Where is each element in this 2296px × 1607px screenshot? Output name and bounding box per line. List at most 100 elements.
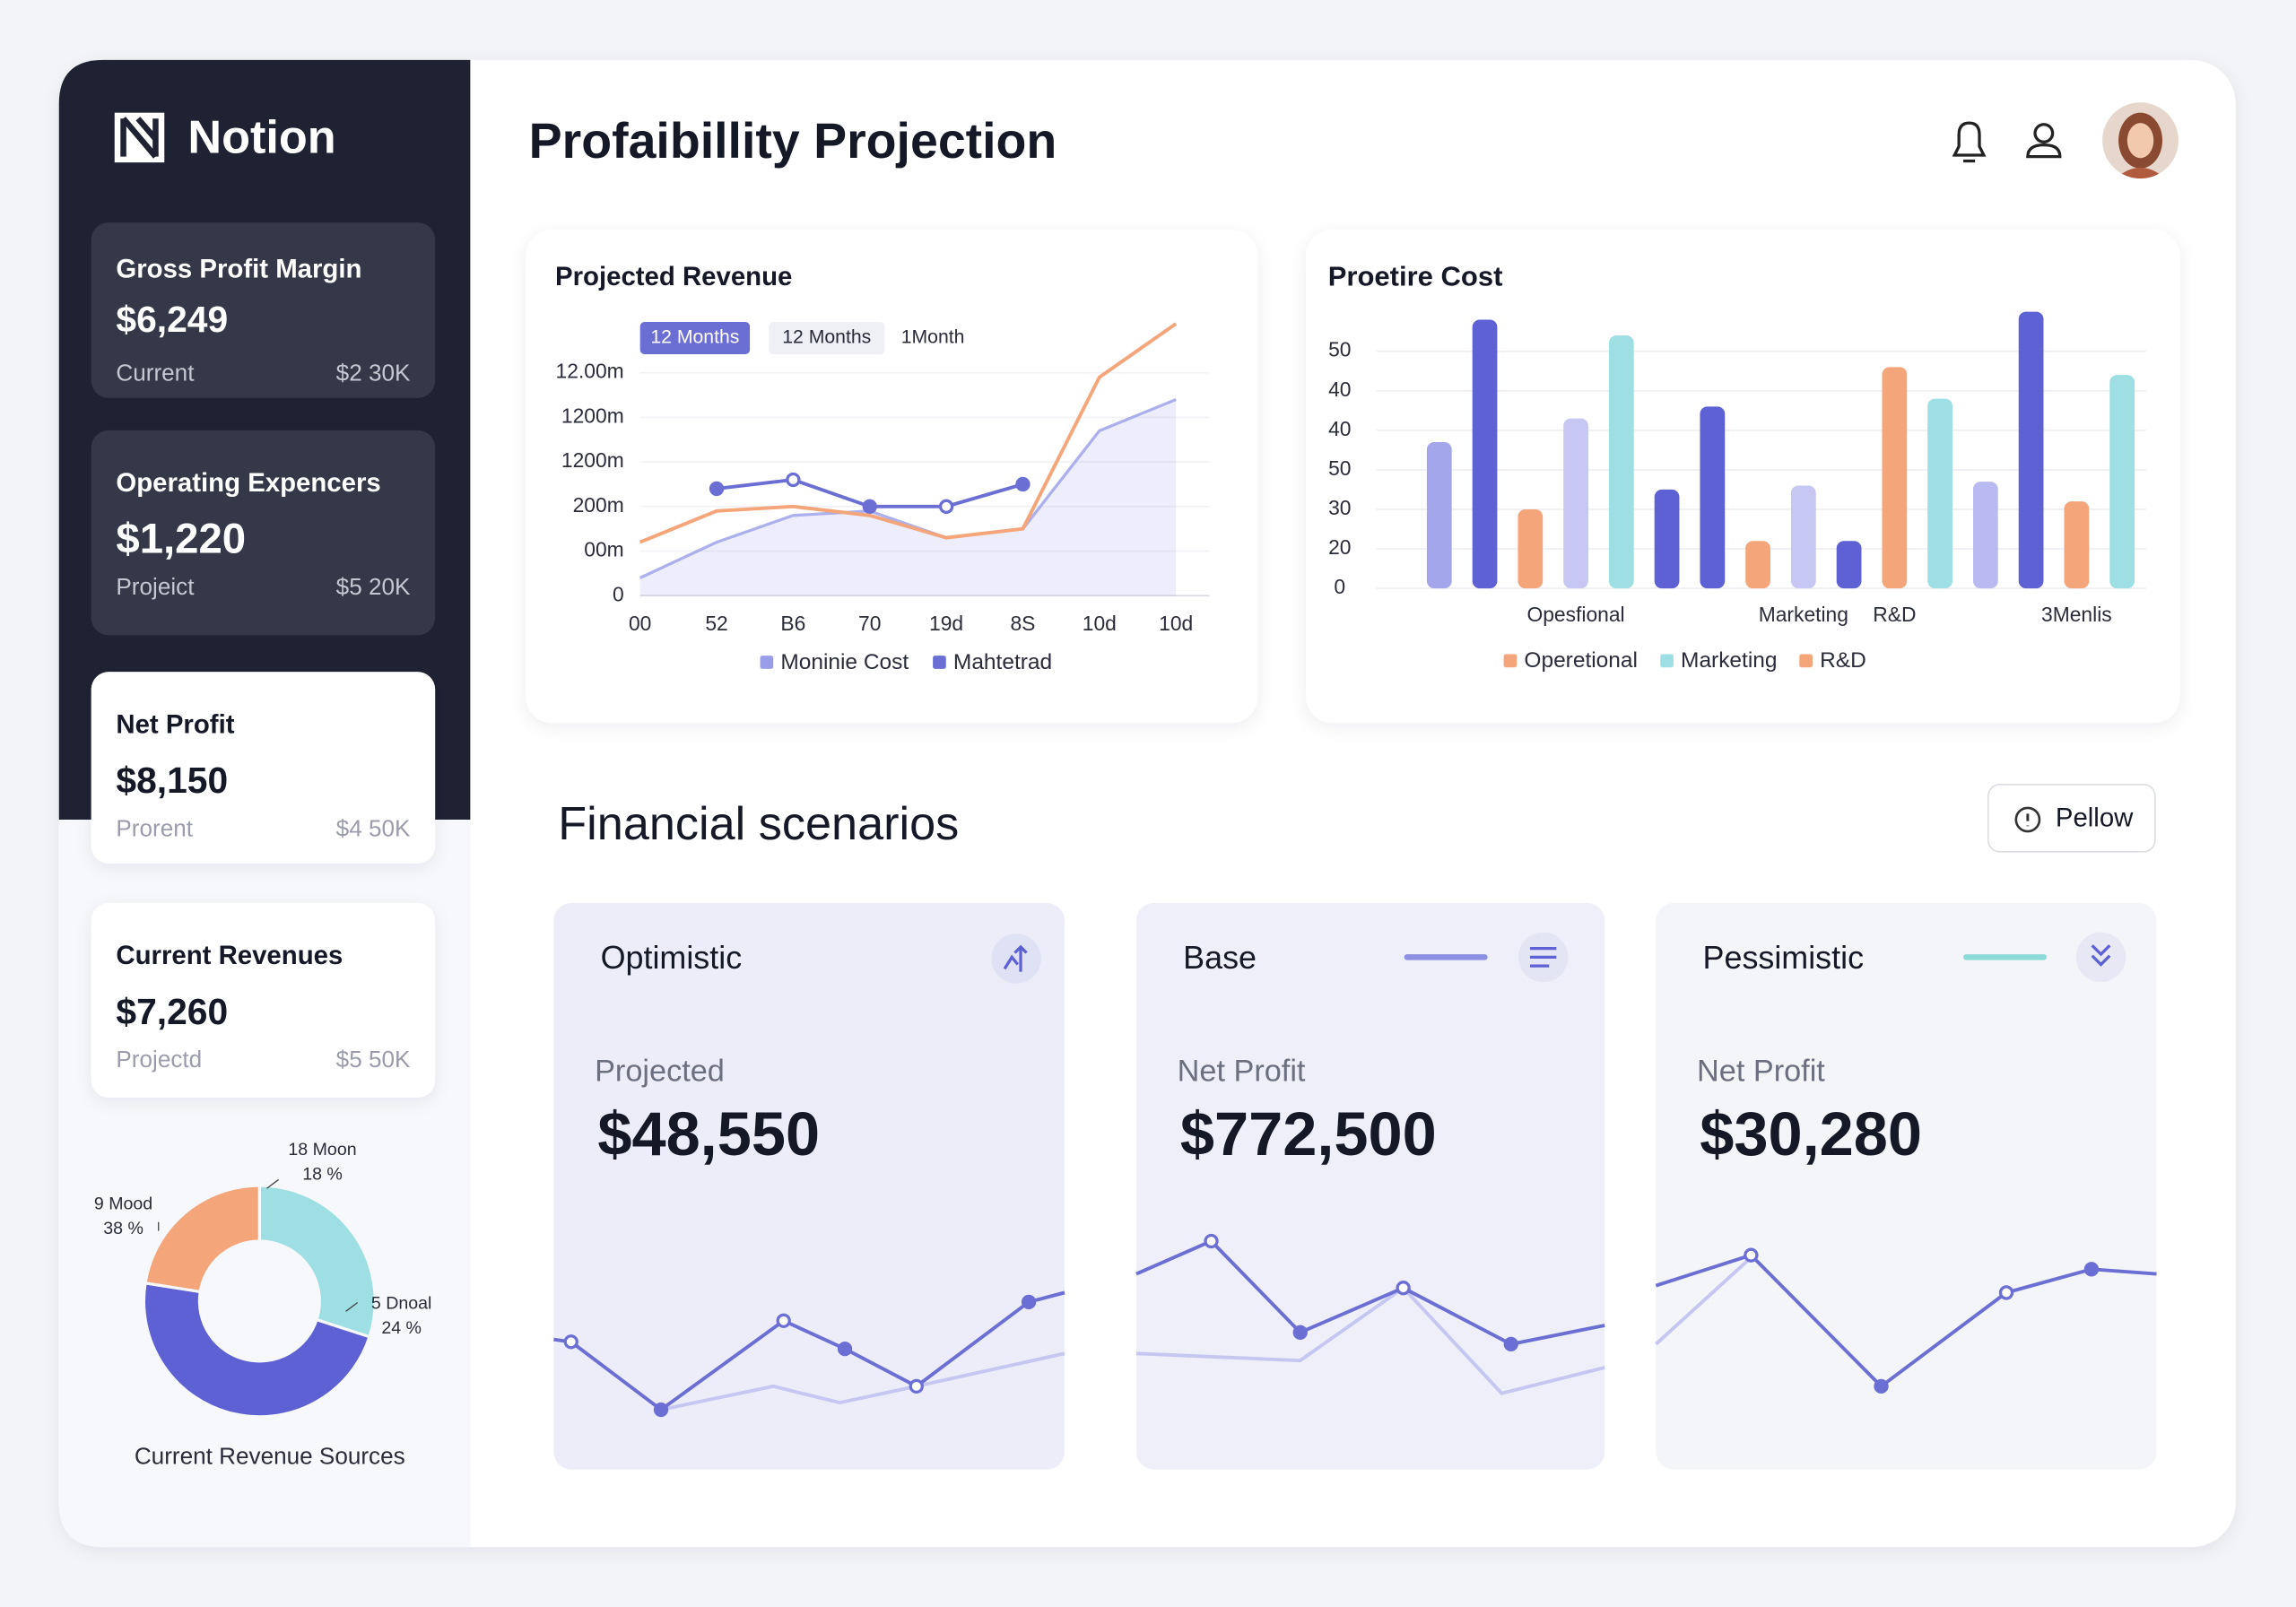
pellow-button[interactable] <box>1987 783 2156 853</box>
legend-label: Moninie Cost <box>780 650 909 674</box>
logo-icon <box>114 112 165 163</box>
scenario-card[interactable] <box>553 902 1065 1470</box>
legend-swatch <box>1660 654 1674 668</box>
legend-label: Operetional <box>1524 648 1638 673</box>
y-tick-label: 1200m <box>561 404 624 427</box>
label-leader <box>266 1178 279 1189</box>
scenario-value: $48,550 <box>597 1099 820 1168</box>
bar <box>1972 482 1998 589</box>
x-tick-label: Marketing <box>1759 603 1848 626</box>
y-tick-label: 30 <box>1328 496 1351 519</box>
metric-amount: $5 20K <box>336 573 411 600</box>
sparkline-point <box>1503 1336 1518 1352</box>
metric-value: $7,260 <box>116 991 228 1032</box>
sparkline-point <box>1874 1378 1889 1394</box>
section-title: Financial scenarios <box>558 798 959 850</box>
metric-amount: $2 30K <box>336 360 411 387</box>
y-tick-label: 1200m <box>561 448 624 472</box>
scenario-value: $30,280 <box>1700 1099 1922 1168</box>
slice-value: 24 % <box>381 1318 422 1338</box>
metric-label: Prorent <box>116 814 193 841</box>
scenario-label: Net Profit <box>1697 1054 1825 1088</box>
sparkline-point <box>2083 1262 2100 1277</box>
y-tick-label: 0 <box>1334 575 1345 598</box>
scenario-value: $772,500 <box>1180 1099 1437 1168</box>
metric-card[interactable] <box>91 672 436 864</box>
slice-value: 38 % <box>103 1219 144 1238</box>
metric-title: Current Revenues <box>116 941 343 970</box>
scenario-title: Optimistic <box>601 940 743 976</box>
legend-swatch <box>1799 654 1813 668</box>
bar <box>1563 418 1588 589</box>
metric-title: Gross Profit Margin <box>116 255 361 284</box>
y-tick-label: 12.00m <box>556 360 624 383</box>
sparkline-point <box>837 1341 853 1357</box>
chevron-icon-bg[interactable] <box>2075 932 2126 983</box>
label-leader <box>345 1302 359 1312</box>
sparkline <box>1135 1238 1605 1346</box>
metric-value: $6,249 <box>116 299 228 340</box>
series-line <box>639 397 1177 579</box>
y-tick-label: 00m <box>584 538 623 561</box>
sparkline-point <box>1744 1247 1759 1263</box>
tab-label[interactable]: 12 Months <box>650 327 739 348</box>
bar <box>1700 406 1726 589</box>
slice-name: 18 Moon <box>288 1140 356 1160</box>
x-tick-label: 10d <box>1083 612 1117 635</box>
bar <box>1790 485 1816 589</box>
x-tick-label: B6 <box>780 612 805 635</box>
scenario-card[interactable] <box>1656 902 2157 1470</box>
sparkline <box>1655 1255 1752 1346</box>
sparkline-point <box>1998 1285 2014 1300</box>
legend-swatch <box>760 656 774 669</box>
page-title: Profaibillity Projection <box>529 113 1057 169</box>
donut-slice <box>257 1184 377 1339</box>
trend-icon-bg[interactable] <box>991 934 1041 984</box>
chart-title: Proetire Cost <box>1328 260 1503 291</box>
scenario-card[interactable] <box>1135 902 1605 1470</box>
sparkline-point <box>563 1334 578 1350</box>
point <box>786 472 801 488</box>
sparkline-point <box>1021 1294 1037 1310</box>
tab[interactable] <box>639 322 751 354</box>
metric-label: Projectd <box>116 1046 202 1073</box>
tab-label[interactable]: 1Month <box>901 327 965 348</box>
scenario-label: Projected <box>595 1054 725 1088</box>
bar <box>1518 508 1544 589</box>
tab[interactable] <box>769 322 885 354</box>
sparkline-point <box>776 1313 791 1328</box>
slice-name: 5 Dnoal <box>371 1293 431 1313</box>
bar <box>2018 311 2044 589</box>
sparkline-point <box>1292 1325 1308 1340</box>
x-tick-label: Opesfional <box>1526 603 1624 626</box>
metric-card[interactable] <box>91 222 436 398</box>
donut-slice <box>144 1184 261 1294</box>
tab-label[interactable]: 12 Months <box>782 327 871 348</box>
slice-value: 18 % <box>302 1165 343 1185</box>
point <box>862 499 877 514</box>
metric-value: $8,150 <box>116 760 228 801</box>
metric-amount: $5 50K <box>336 1046 411 1073</box>
menu-icon <box>1529 946 1557 968</box>
sparkline <box>1655 1253 2157 1389</box>
sparkline-point <box>1396 1281 1411 1296</box>
bar <box>1927 398 1952 589</box>
brand: Notion <box>187 111 335 163</box>
user-icon[interactable] <box>2026 123 2062 159</box>
point <box>709 481 725 497</box>
bell-icon[interactable] <box>1952 121 1987 163</box>
y-tick-label: 50 <box>1328 338 1351 361</box>
y-tick-label: 200m <box>573 493 624 517</box>
button-label[interactable]: Pellow <box>2056 804 2134 833</box>
avatar-ring <box>2099 99 2182 182</box>
scenario-label: Net Profit <box>1178 1054 1306 1088</box>
bar <box>1882 367 1908 589</box>
trend-icon <box>1003 944 1028 972</box>
metric-card[interactable] <box>91 430 436 636</box>
metric-card[interactable] <box>91 902 436 1099</box>
x-tick-label: 70 <box>858 612 881 635</box>
sparkline <box>553 1290 1065 1412</box>
bar <box>1608 335 1634 589</box>
bar <box>1654 489 1680 589</box>
bar <box>1745 541 1770 589</box>
